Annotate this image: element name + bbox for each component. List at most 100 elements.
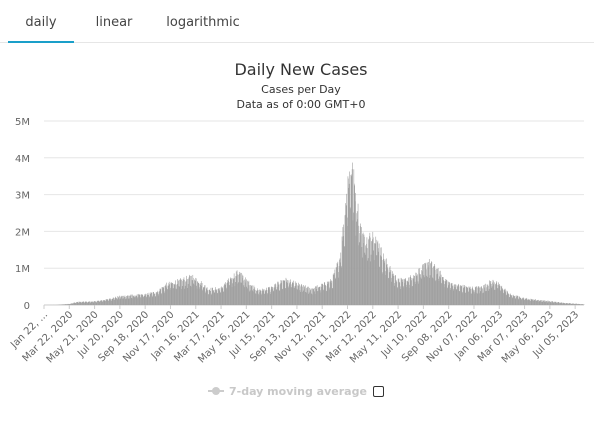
data-bar [391,277,392,305]
data-bar [229,281,231,305]
data-bar [119,298,121,305]
data-bar [130,294,132,305]
data-bar [426,269,427,305]
data-bar [409,284,410,305]
data-bar [226,289,227,305]
data-bar [319,286,320,305]
data-bar [194,279,195,305]
data-bar [538,301,540,305]
data-bar [381,256,382,305]
data-bar [459,291,460,305]
data-bar [222,288,224,305]
data-bar [444,287,445,305]
data-bar [514,296,516,305]
data-bar [189,275,191,305]
data-bar [517,295,519,305]
data-bar [178,281,179,305]
data-bar [309,287,310,305]
data-bar [340,267,342,305]
data-bar [491,287,492,305]
data-bar [79,301,80,305]
data-bar [175,288,177,305]
data-bar [236,270,238,305]
data-bar [452,285,454,305]
data-bar [93,301,95,305]
data-bar [447,287,449,305]
data-bar [172,283,173,305]
data-bar [480,287,482,305]
data-bar [227,282,228,305]
data-bar [342,236,344,305]
data-bar [396,280,397,305]
data-bar [83,301,84,305]
data-bar [519,296,520,305]
data-bar [537,299,539,305]
data-bar [516,296,518,305]
data-bar [568,303,570,305]
data-bar [296,282,297,305]
data-bar [259,289,261,305]
data-bar [524,298,526,305]
data-bar [263,289,265,305]
data-bar [404,282,405,305]
data-bar [301,285,303,305]
data-bar [323,290,325,305]
data-bar [450,287,452,305]
data-bar [319,286,321,305]
data-bar [453,290,454,305]
tab-linear[interactable]: linear [95,15,133,30]
data-bar [138,293,140,305]
data-bar [228,278,229,305]
data-bar [516,297,517,305]
data-bar [296,288,298,305]
moving-average-checkbox[interactable] [373,386,384,397]
data-bar [367,248,368,305]
data-bar [192,277,194,305]
data-bar [256,290,258,305]
data-bar [469,287,471,305]
data-bar [430,262,432,305]
data-bar [271,289,273,305]
data-bar [106,299,108,305]
data-bar [88,301,89,305]
data-bar [450,282,452,305]
data-bar [373,250,374,305]
data-bar [257,288,259,305]
data-bar [126,296,128,305]
data-bar [391,281,393,305]
data-bar [209,289,210,305]
data-bar [318,287,319,305]
data-bar [558,302,560,305]
data-bar [317,291,319,305]
data-bar [481,288,483,305]
data-bar [193,284,195,305]
data-bar [256,290,257,305]
tab-daily[interactable]: daily [8,0,74,43]
data-bar [403,278,405,305]
data-bar [274,286,276,305]
data-bar [208,289,210,305]
data-bar [111,300,112,305]
data-bar [543,300,544,305]
data-bar [278,290,280,305]
data-bar [78,302,80,305]
data-bar [297,285,299,305]
data-bar [78,303,79,305]
data-bar [141,294,142,305]
data-bar [87,302,88,305]
data-bar [85,301,87,305]
data-bar [165,285,167,305]
data-bar [128,295,129,305]
data-bar [377,242,378,305]
data-bar [445,280,447,305]
data-bar [553,302,555,305]
tab-logarithmic[interactable]: logarithmic [166,15,240,30]
data-bar [578,303,580,305]
legend-item-7-day-moving-average[interactable]: 7-day moving average [208,383,367,399]
data-bar [290,279,291,305]
data-bar [312,288,314,305]
data-bar [457,286,458,305]
data-bar [552,301,554,305]
data-bar [218,288,220,305]
